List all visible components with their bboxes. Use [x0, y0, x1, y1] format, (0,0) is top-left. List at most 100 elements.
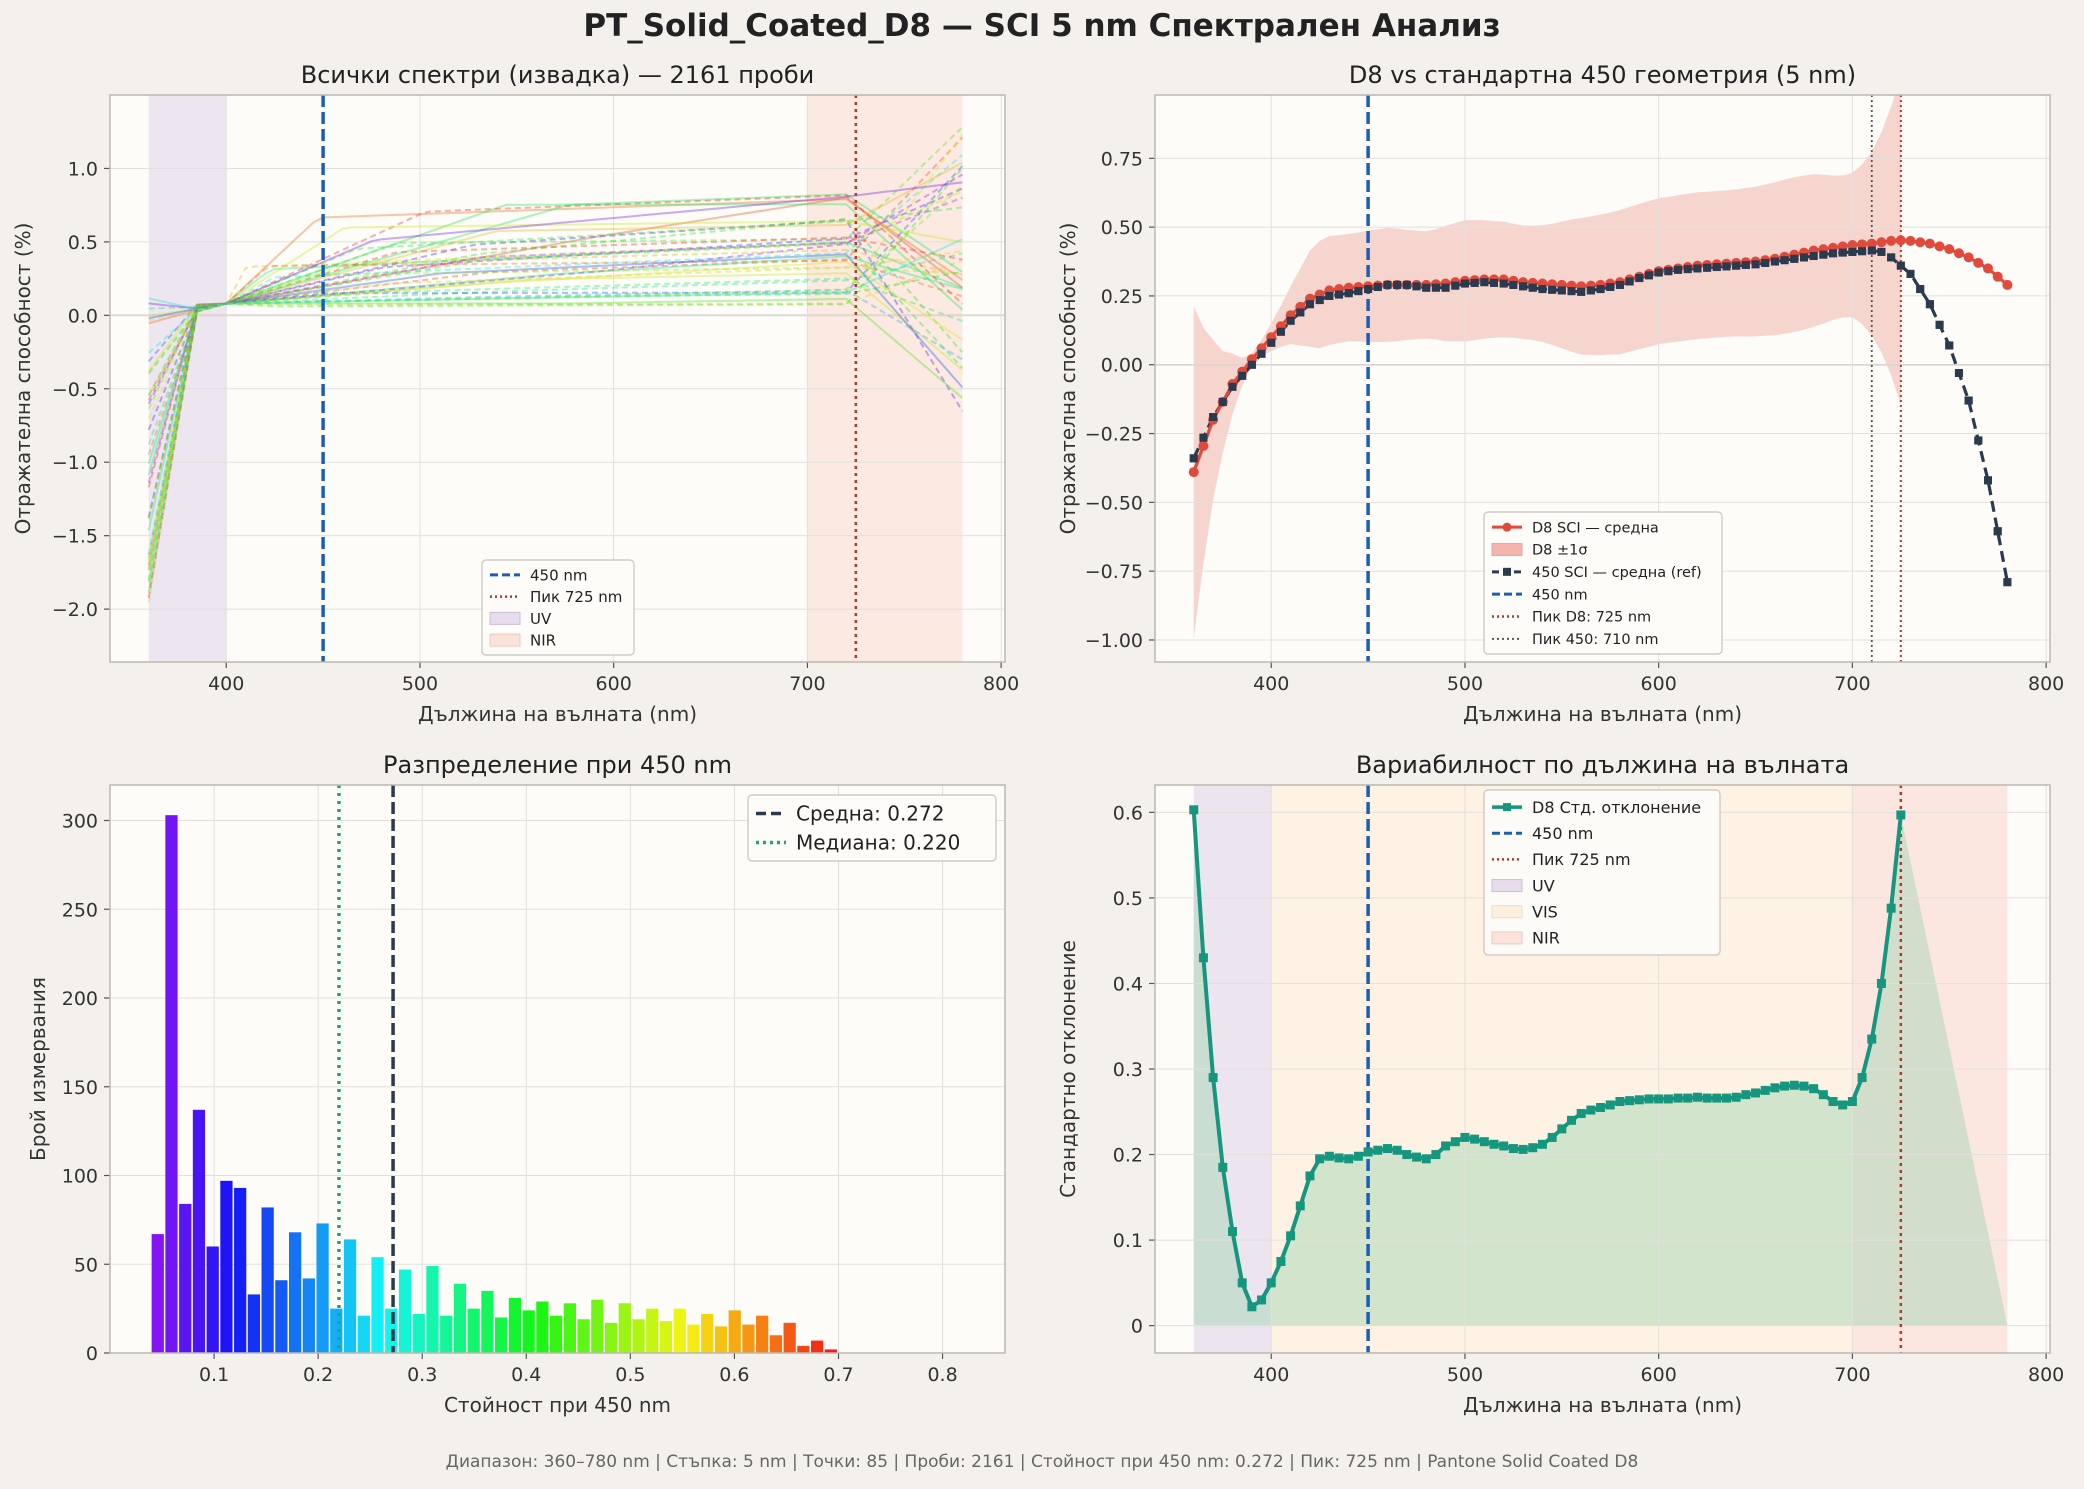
std-point — [1557, 1124, 1567, 1134]
x-axis-label: Дължина на вълната (nm) — [1463, 702, 1742, 726]
ref-450-point — [1984, 476, 1993, 485]
histogram-bar — [756, 1315, 769, 1353]
x-tick-label: 0.3 — [407, 1364, 437, 1386]
histogram-bar — [165, 815, 178, 1353]
sample-spectrum-line — [147, 136, 964, 401]
std-point — [1499, 1141, 1509, 1151]
y-tick-label: −2.0 — [52, 599, 98, 621]
sample-spectrum-line — [147, 187, 963, 518]
ref-450-point — [1770, 257, 1779, 266]
x-tick-label: 600 — [1641, 673, 1677, 695]
std-point — [1712, 1093, 1722, 1103]
legend: Средна: 0.272 Медиана: 0.220 — [747, 794, 997, 862]
ref-450-point — [1276, 327, 1285, 336]
x-tick-label: 400 — [1253, 673, 1289, 695]
x-tick-label: 0.2 — [303, 1364, 333, 1386]
legend: 450 nm Пик 725 nm UV NIR — [481, 559, 635, 656]
sample-spectrum-line — [147, 193, 963, 476]
std-point — [1605, 1100, 1615, 1110]
ref-450-point — [1615, 280, 1624, 289]
ref-450-point — [1344, 289, 1353, 298]
ref-450-point — [1441, 283, 1450, 292]
d8-mean-point — [1953, 248, 1964, 259]
std-point — [1857, 1073, 1867, 1083]
x-tick-label: 400 — [208, 673, 244, 695]
legend-label: 450 nm — [530, 566, 588, 584]
ref-450-point — [1538, 285, 1547, 294]
ref-450-point — [1925, 300, 1934, 309]
std-point — [1567, 1115, 1577, 1125]
histogram-bar — [563, 1303, 576, 1353]
grid-layer — [110, 95, 1005, 662]
ref-450-point — [1528, 283, 1537, 292]
histogram-bar — [302, 1278, 315, 1353]
sample-spectrum-line — [147, 259, 963, 455]
x-axis-label: Дължина на вълната (nm) — [1463, 1393, 1742, 1417]
y-tick-label: −0.25 — [1085, 424, 1143, 446]
d8-mean-point — [1992, 271, 2003, 282]
ref-450-point — [1887, 253, 1896, 262]
ref-450-point — [1654, 268, 1663, 277]
y-tick-label: 100 — [62, 1166, 98, 1188]
chart-title: Всички спектри (извадка) — 2161 проби — [301, 61, 814, 89]
ref-450-point — [1916, 285, 1925, 294]
ref-450-point — [1635, 274, 1644, 283]
histogram-bar — [467, 1308, 480, 1353]
histogram-bar — [398, 1269, 412, 1353]
std-point — [1847, 1097, 1857, 1107]
y-tick-label: 0.6 — [1113, 802, 1143, 824]
ref-450-point — [1954, 368, 1963, 377]
std-point — [1663, 1094, 1673, 1104]
ref-450-point — [1829, 249, 1838, 258]
ref-450-point — [1993, 527, 2002, 536]
histogram-bar — [275, 1280, 288, 1353]
histogram-bar — [289, 1232, 302, 1353]
std-point — [1198, 953, 1208, 963]
d8-mean-point — [1934, 241, 1945, 252]
chart-panel-2: 400 500 600 700 800 −1.00 −0.75 −0.50 −0.25 0.00 0… — [1056, 61, 2064, 726]
std-point — [1537, 1139, 1547, 1149]
std-point — [1751, 1088, 1761, 1098]
x-tick-label: 500 — [402, 673, 438, 695]
sample-spectrum-line — [147, 194, 964, 598]
x-tick-label: 400 — [1253, 1364, 1289, 1386]
ref-450-point — [1712, 263, 1721, 272]
sample-spectrum-line — [147, 259, 963, 603]
std-point — [1276, 1256, 1286, 1266]
plot-frame — [1154, 94, 2051, 663]
ref-450-point — [1693, 264, 1702, 273]
figure-footer: Диапазон: 360–780 nm | Стъпка: 5 nm | То… — [445, 1452, 1639, 1472]
histogram-bar — [522, 1310, 535, 1353]
ref-450-point — [1780, 256, 1789, 265]
ref-450-point — [1519, 282, 1528, 291]
ref-450-point — [1412, 282, 1421, 291]
plot-layer — [110, 95, 1005, 662]
ref-450-point — [1460, 279, 1469, 288]
std-point — [1576, 1108, 1586, 1118]
nir-band — [807, 95, 963, 662]
legend-box — [481, 559, 635, 656]
histogram-bar — [495, 1317, 508, 1353]
std-point — [1218, 1162, 1228, 1172]
ref-450-point — [1393, 280, 1402, 289]
histogram-bar — [769, 1335, 783, 1353]
y-tick-label: 50 — [74, 1254, 98, 1276]
ref-450-point — [1703, 263, 1712, 272]
sample-spectrum-line — [147, 252, 963, 559]
legend-label: 450 nm — [1532, 824, 1593, 843]
sample-spectrum-line — [147, 126, 964, 581]
ref-450-point — [1422, 283, 1431, 292]
histogram-bar — [508, 1297, 522, 1353]
sample-spectrum-line — [147, 161, 963, 397]
histogram-bar — [453, 1283, 467, 1353]
plot-frame — [109, 784, 1006, 1354]
x-tick-label: 0.1 — [199, 1364, 229, 1386]
sample-spectrum-line — [147, 173, 963, 405]
histogram-bar — [618, 1303, 631, 1353]
sample-spectrum-line — [147, 203, 964, 593]
d8-mean-point — [2002, 279, 2013, 290]
ref-450-point — [1567, 287, 1576, 296]
histogram-bar — [742, 1324, 755, 1353]
std-point — [1257, 1295, 1267, 1305]
sample-spectrum-line — [148, 198, 963, 325]
